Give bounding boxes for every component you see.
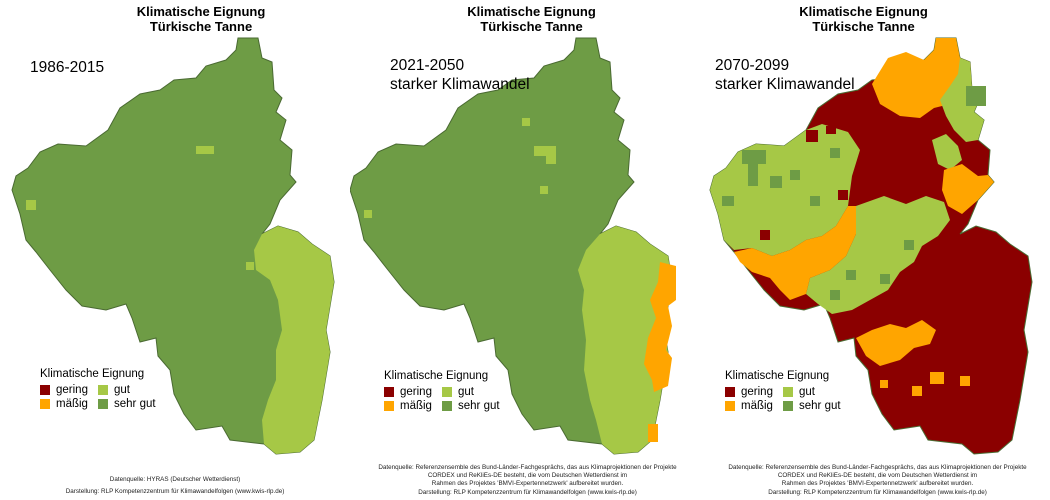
region-outline [11, 37, 335, 455]
credit: Darstellung: RLP Kompetenzzentrum für Kl… [350, 489, 705, 497]
credit-line: Darstellung: RLP Kompetenzzentrum für Kl… [418, 489, 637, 496]
suitability-map [11, 37, 335, 455]
map-panel-2070-2099: Klimatische Eignung Türkische Tanne 2070… [705, 0, 1050, 500]
legend-title: Klimatische Eignung [384, 370, 489, 382]
legend: Klimatische Eignung gering gut mäßig seh… [384, 370, 532, 413]
region-gut-north [940, 58, 984, 142]
legend-label: gering [741, 386, 773, 398]
legend-label: gering [400, 386, 432, 398]
legend-label: gut [458, 386, 474, 398]
credit-line: Darstellung: RLP Kompetenzzentrum für Kl… [65, 488, 285, 495]
title-line-1: Klimatische Eignung [467, 4, 596, 19]
map-title: Klimatische Eignung Türkische Tanne [354, 4, 709, 34]
map-panel-1986-2015: Klimatische Eignung Türkische Tanne 1986… [0, 0, 350, 500]
title-line-2: Türkische Tanne [149, 19, 253, 34]
suitability-map [350, 37, 676, 455]
legend-item-gering: gering [384, 385, 442, 399]
source-line-3: Rahmen des Projektes 'BMVI-Expertennetzw… [781, 480, 974, 487]
legend-item-maessig: mäßig [40, 397, 98, 411]
swatch-gut [98, 385, 108, 395]
source-line: Datenquelle: Referenzensemble des Bund-L… [728, 464, 1027, 471]
legend-label: sehr gut [799, 400, 841, 412]
overlay-maessig-strip [644, 262, 676, 442]
swatch-gering [725, 387, 735, 397]
swatch-maessig [725, 401, 735, 411]
scenario-label: starker Klimawandel [390, 76, 530, 93]
legend-label: gut [114, 384, 130, 396]
region-maessig [734, 206, 856, 300]
legend-item-gut: gut [442, 385, 532, 399]
legend-title: Klimatische Eignung [40, 368, 145, 380]
region-maessig-specks [880, 372, 970, 396]
data-source: Datenquelle: HYRAS (Deutscher Wetterdien… [0, 476, 350, 484]
credit: Darstellung: RLP Kompetenzzentrum für Kl… [0, 488, 350, 496]
legend-item-sehr-gut: sehr gut [783, 399, 873, 413]
legend-label: mäßig [400, 400, 432, 412]
legend-item-gering: gering [725, 385, 783, 399]
legend-item-maessig: mäßig [725, 399, 783, 413]
swatch-gut [783, 387, 793, 397]
source-line: Datenquelle: HYRAS (Deutscher Wetterdien… [109, 476, 241, 483]
overlay-gut-patch [364, 118, 672, 454]
region-gering-west [760, 126, 848, 240]
period-label: 2021-2050 starker Klimawandel [390, 56, 530, 94]
region-gut-northeast [932, 134, 962, 170]
title-line-2: Türkische Tanne [812, 19, 915, 34]
swatch-gut [442, 387, 452, 397]
source-line: Datenquelle: Referenzensemble des Bund-L… [378, 464, 677, 471]
map-panel-2021-2050: Klimatische Eignung Türkische Tanne 2021… [350, 0, 705, 500]
legend-item-gut: gut [98, 383, 188, 397]
swatch-sehr-gut [783, 401, 793, 411]
region-gut-central [806, 196, 950, 314]
credit: Darstellung: RLP Kompetenzzentrum für Kl… [705, 489, 1050, 497]
legend-item-gering: gering [40, 383, 98, 397]
region-maessig-east [942, 164, 994, 214]
legend-label: sehr gut [458, 400, 500, 412]
legend: Klimatische Eignung gering gut mäßig seh… [725, 370, 873, 413]
title-line-1: Klimatische Eignung [799, 4, 928, 19]
map-title: Klimatische Eignung Türkische Tanne [691, 4, 1036, 34]
data-source: Datenquelle: Referenzensemble des Bund-L… [705, 464, 1050, 488]
period-label: 1986-2015 [30, 58, 104, 77]
period-label: 2070-2099 starker Klimawandel [715, 56, 855, 94]
period-years: 2021-2050 [390, 57, 465, 74]
swatch-gering [40, 385, 50, 395]
legend-label: sehr gut [114, 398, 156, 410]
source-line-2: CORDEX und ReKliEs-DE besteht, die vom D… [427, 472, 628, 479]
region-maessig-south [856, 320, 936, 366]
swatch-maessig [40, 399, 50, 409]
period-years: 2070-2099 [715, 57, 790, 74]
swatch-sehr-gut [442, 401, 452, 411]
suitability-map [709, 37, 1033, 455]
legend: Klimatische Eignung gering gut mäßig seh… [40, 368, 188, 411]
data-source: Datenquelle: Referenzensemble des Bund-L… [350, 464, 705, 488]
legend-title: Klimatische Eignung [725, 370, 830, 382]
swatch-gering [384, 387, 394, 397]
credit-line: Darstellung: RLP Kompetenzzentrum für Kl… [768, 489, 987, 496]
region-sehr-gut-central [830, 240, 914, 300]
swatch-maessig [384, 401, 394, 411]
legend-item-sehr-gut: sehr gut [442, 399, 532, 413]
legend-label: gering [56, 384, 88, 396]
legend-item-gut: gut [783, 385, 873, 399]
region-sehr-gut-north [966, 86, 986, 106]
legend-item-sehr-gut: sehr gut [98, 397, 188, 411]
map-title: Klimatische Eignung Türkische Tanne [26, 4, 376, 34]
period-years: 1986-2015 [30, 59, 105, 76]
scenario-label: starker Klimawandel [715, 76, 855, 93]
source-line-3: Rahmen des Projektes 'BMVI-Expertennetzw… [431, 480, 624, 487]
legend-label: gut [799, 386, 815, 398]
source-line-2: CORDEX und ReKliEs-DE besteht, die vom D… [777, 472, 978, 479]
title-line-1: Klimatische Eignung [136, 4, 266, 19]
legend-label: mäßig [56, 398, 88, 410]
title-line-2: Türkische Tanne [480, 19, 583, 34]
region-sehr-gut-west [722, 148, 840, 206]
legend-item-maessig: mäßig [384, 399, 442, 413]
swatch-sehr-gut [98, 399, 108, 409]
overlay-gut-patch [26, 146, 334, 454]
legend-label: mäßig [741, 400, 773, 412]
